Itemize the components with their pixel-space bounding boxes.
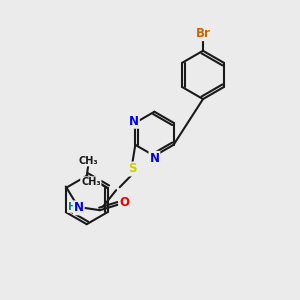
Text: N: N	[149, 152, 159, 165]
Text: H: H	[68, 202, 77, 212]
Text: S: S	[128, 163, 136, 176]
Text: N: N	[129, 115, 139, 128]
Text: N: N	[74, 201, 84, 214]
Text: O: O	[119, 196, 129, 209]
Text: CH₃: CH₃	[81, 177, 100, 187]
Text: CH₃: CH₃	[78, 156, 98, 166]
Text: Br: Br	[196, 27, 210, 40]
